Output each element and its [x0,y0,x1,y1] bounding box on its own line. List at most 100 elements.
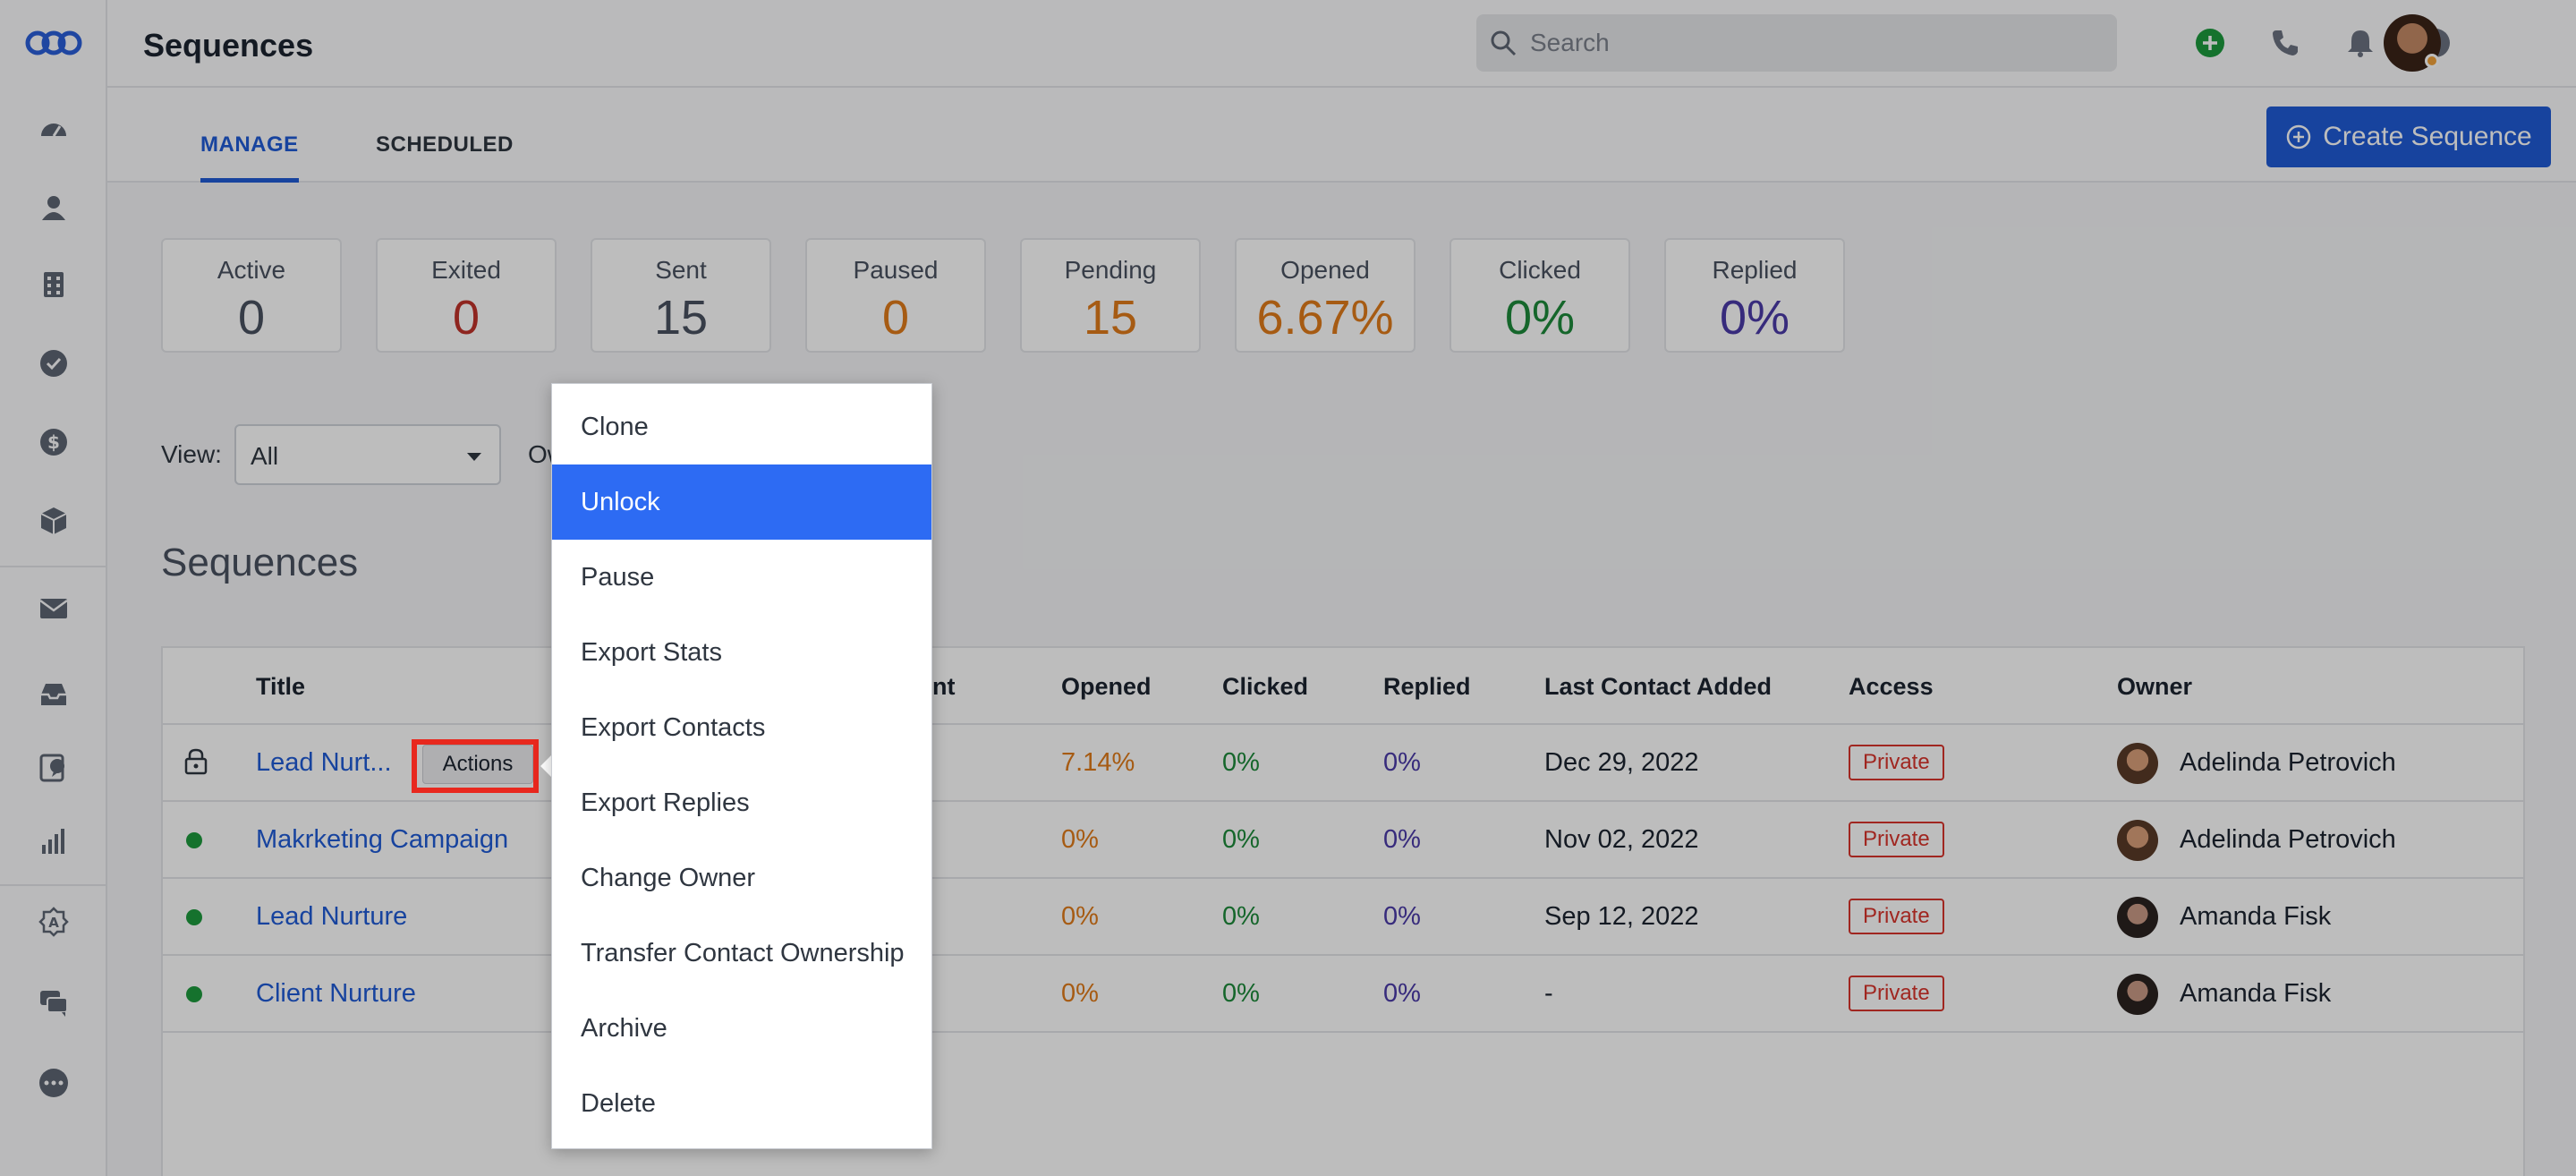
conversations-icon[interactable] [36,750,72,786]
search-input[interactable] [1530,14,2103,72]
last-contact-value: - [1544,979,1553,1008]
table-header: Title nt Opened Clicked Replied Last Con… [163,648,2523,725]
inbox-icon[interactable] [36,677,72,712]
stat-label: Pending [1064,256,1157,284]
table-row[interactable]: Lead Nurt... Actions 7.14% 0% 0% Dec 29, 2022… [163,725,2523,802]
menu-item-clone[interactable]: Clone [581,413,649,441]
access-badge: Private [1849,899,1944,934]
owner-name: Amanda Fisk [2180,979,2332,1008]
menu-item-transfer-contact-ownership[interactable]: Transfer Contact Ownership [581,939,905,967]
top-header: Sequences ? [107,0,2576,88]
access-badge: Private [1849,822,1944,857]
automation-icon[interactable]: A [36,904,72,940]
tab-manage[interactable]: MANAGE [200,132,299,183]
sequence-title-link[interactable]: Client Nurture [256,979,416,1008]
stat-value: 0 [452,291,480,345]
replied-value: 0% [1383,748,1421,777]
phone-icon[interactable] [2267,25,2303,61]
access-badge: Private [1849,976,1944,1011]
dashboard-icon[interactable] [36,111,72,147]
bell-icon[interactable] [2342,25,2378,61]
products-icon[interactable] [36,503,72,539]
sidebar-divider [0,566,107,567]
menu-item-delete[interactable]: Delete [581,1089,656,1118]
stat-value: 0 [237,291,266,345]
stat-label: Active [217,256,286,284]
menu-item-export-stats[interactable]: Export Stats [581,638,722,667]
table-row[interactable]: Lead Nurture 0% 0% 0% Sep 12, 2022 Private Ama… [163,879,2523,956]
contacts-icon[interactable] [36,190,72,226]
tasks-icon[interactable] [36,345,72,381]
owner-name: Amanda Fisk [2180,902,2332,931]
col-owner[interactable]: Owner [2117,673,2193,700]
tab-scheduled[interactable]: SCHEDULED [376,132,514,157]
add-icon[interactable] [2192,25,2228,61]
companies-icon[interactable] [36,267,72,303]
lock-icon [184,748,208,775]
opened-value: 0% [1061,979,1099,1008]
stat-card-sent: Sent 15 [591,238,771,353]
sequence-title-link[interactable]: Makrketing Campaign [256,825,509,854]
owner-avatar [2117,820,2158,861]
chat-icon[interactable] [36,984,72,1020]
stat-card-clicked: Clicked 0% [1450,238,1630,353]
table-row[interactable]: Client Nurture 0% 0% 0% - Private Amanda Fisk [163,956,2523,1033]
stat-value: 0% [1719,291,1790,345]
menu-item-unlock[interactable]: Unlock [552,464,931,540]
col-title[interactable]: Title [256,673,306,700]
stat-card-paused: Paused 0 [805,238,986,353]
replied-value: 0% [1383,979,1421,1008]
menu-item-archive[interactable]: Archive [581,1014,667,1043]
stat-label: Clicked [1499,256,1581,284]
stat-value: 15 [653,291,709,345]
deals-icon[interactable]: $ [36,424,72,460]
opened-value: 0% [1061,902,1099,931]
svg-text:A: A [48,915,59,931]
clicked-value: 0% [1222,825,1260,854]
sequence-title-link[interactable]: Lead Nurt... [256,748,392,777]
menu-item-change-owner[interactable]: Change Owner [581,864,756,892]
menu-item-export-replies[interactable]: Export Replies [581,788,750,817]
col-last-contact[interactable]: Last Contact Added [1544,673,1773,700]
menu-item-pause[interactable]: Pause [581,563,655,592]
tabs-bar: MANAGE SCHEDULED [107,88,2576,183]
replied-value: 0% [1383,825,1421,854]
search-icon [1491,30,1517,56]
stat-value: 0% [1504,291,1576,345]
search-box[interactable] [1476,14,2117,72]
create-sequence-label: Create Sequence [2323,122,2532,151]
replied-value: 0% [1383,902,1421,931]
opened-value: 0% [1061,825,1099,854]
owner-avatar [2117,743,2158,784]
col-clicked[interactable]: Clicked [1222,673,1309,700]
access-badge: Private [1849,745,1944,780]
owner-avatar [2117,974,2158,1015]
email-icon[interactable] [36,591,72,626]
owner-name: Adelinda Petrovich [2180,748,2396,777]
clicked-value: 0% [1222,748,1260,777]
view-select-value: All [251,442,279,470]
view-select[interactable]: All [234,424,501,485]
sequence-title-link[interactable]: Lead Nurture [256,902,408,931]
more-icon[interactable] [36,1065,72,1101]
clicked-value: 0% [1222,979,1260,1008]
stat-card-pending: Pending 15 [1020,238,1201,353]
reports-icon[interactable] [36,823,72,859]
logo-icon[interactable] [25,27,82,59]
status-active-dot [186,909,202,925]
table-row[interactable]: Makrketing Campaign 0% 0% 0% Nov 02, 2022 Pri… [163,802,2523,879]
col-access[interactable]: Access [1849,673,1934,700]
stat-card-active: Active 0 [161,238,342,353]
sidebar: $ A [0,0,107,1176]
actions-button[interactable]: Actions [422,745,533,784]
last-contact-value: Sep 12, 2022 [1544,902,1699,931]
stat-value: 6.67% [1256,291,1394,345]
col-replied[interactable]: Replied [1383,673,1471,700]
col-sent[interactable]: nt [932,673,956,700]
plus-circle-icon [2287,124,2311,149]
stat-label: Paused [853,256,939,284]
col-opened[interactable]: Opened [1061,673,1152,700]
create-sequence-button[interactable]: Create Sequence [2266,107,2551,167]
menu-item-export-contacts[interactable]: Export Contacts [581,713,766,742]
